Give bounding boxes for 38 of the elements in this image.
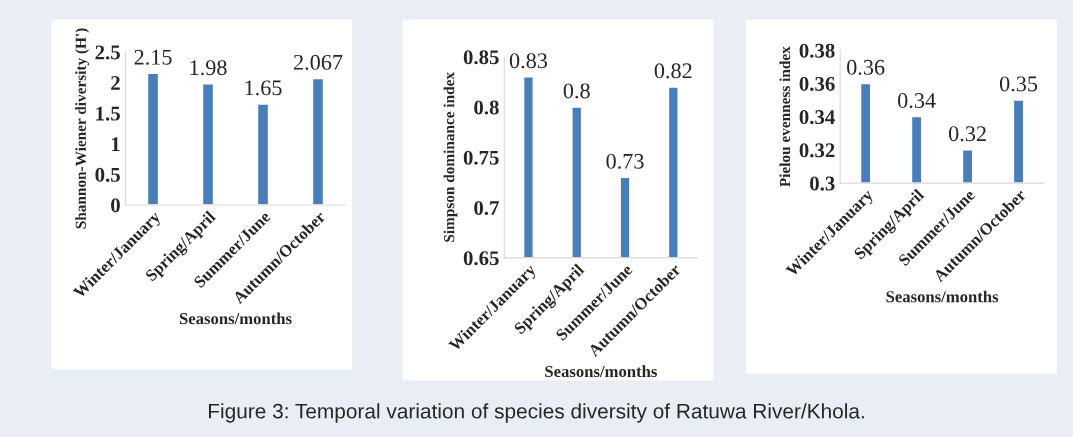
data-label: 0.82 <box>654 63 692 79</box>
y-tick-label: 0.32 <box>799 143 835 158</box>
y-tick-label: 1 <box>111 137 120 151</box>
y-tick-label: 0.65 <box>463 251 499 266</box>
data-label: 1.98 <box>190 60 227 76</box>
y-tick-label: 0 <box>111 198 120 213</box>
y-axis-title: Pielou evenness index <box>779 46 791 187</box>
x-axis-title: Seasons/months <box>545 365 657 378</box>
y-tick-label: 0.7 <box>474 200 499 216</box>
y-tick-label: 2 <box>111 76 120 90</box>
y-tick-label: 0.3 <box>810 176 835 191</box>
y-axis-title: Simpson dominance index <box>443 72 458 242</box>
y-tick-label: 1.5 <box>96 106 120 121</box>
x-axis-title: Seasons/months <box>886 290 999 303</box>
data-label: 0.34 <box>898 93 936 109</box>
bar <box>146 72 160 205</box>
data-label: 0.35 <box>999 76 1038 92</box>
y-tick-label: 0.5 <box>95 167 120 182</box>
data-label: 0.83 <box>509 53 548 69</box>
data-label: 2.15 <box>134 49 172 65</box>
caption: Figure 3: Temporal variation of species diversity of Ratuwa River/Khola. <box>208 403 864 423</box>
y-tick-label: 0.38 <box>799 43 835 58</box>
y-tick-label: 0.75 <box>463 150 499 165</box>
y-tick-label: 0.36 <box>799 76 835 91</box>
data-label: 0.36 <box>847 59 885 75</box>
data-label: 0.32 <box>948 126 986 142</box>
y-tick-label: 0.85 <box>463 50 499 65</box>
bar <box>311 77 325 205</box>
data-label: 0.8 <box>563 83 590 99</box>
data-label: 0.73 <box>606 153 644 169</box>
bar <box>256 103 270 205</box>
bar <box>201 83 215 205</box>
data-label: 1.65 <box>245 80 282 96</box>
data-label: 2.067 <box>293 54 343 70</box>
y-tick-label: 0.8 <box>474 100 499 115</box>
y-tick-label: 0.34 <box>799 110 835 125</box>
y-tick-label: 2.5 <box>95 45 120 60</box>
x-axis-title: Seasons/months <box>179 312 292 325</box>
